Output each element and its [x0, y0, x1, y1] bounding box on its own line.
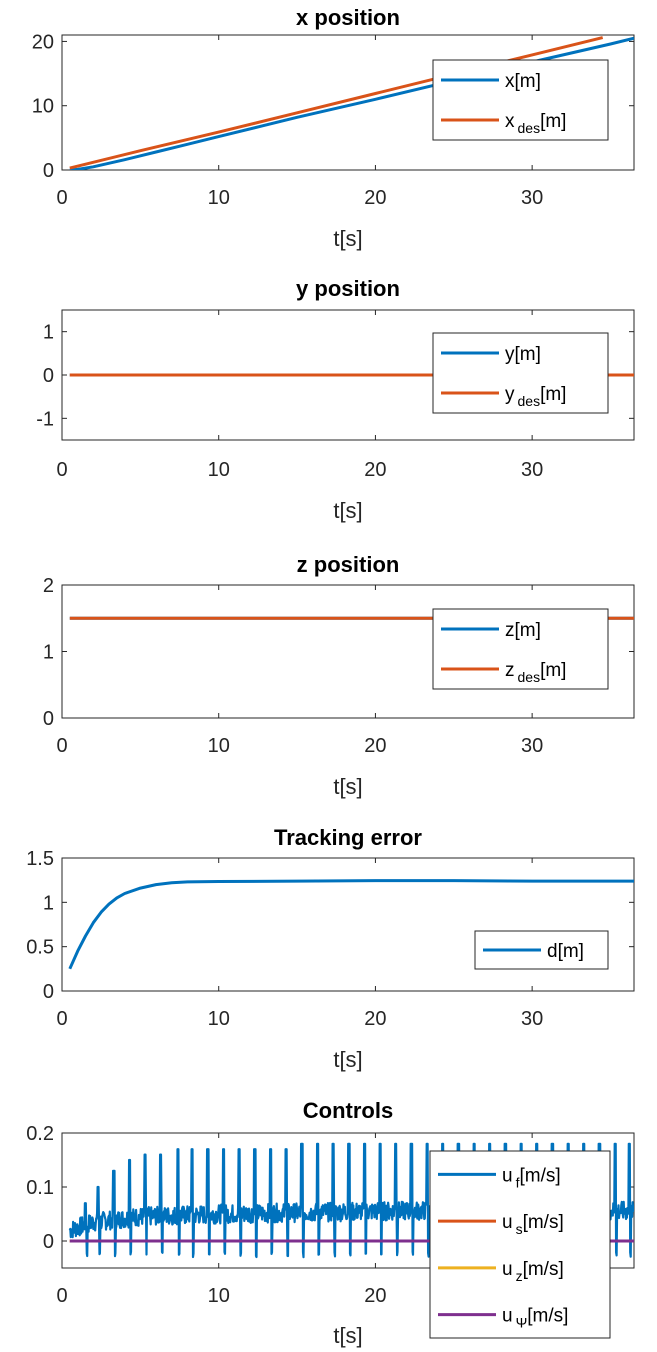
y-tick-label: 20 — [32, 31, 54, 53]
legend-label: z des[m] — [505, 660, 566, 685]
legend-label: d[m] — [547, 941, 584, 962]
x-tick-label: 20 — [364, 187, 386, 209]
legend: z[m] z des[m] — [432, 608, 609, 690]
chart-title: x position — [296, 5, 400, 30]
chart-title: Controls — [303, 1098, 393, 1123]
chart-4: Tracking error 0 10 20 30 0 0.5 1 1.5 t[s] d[m] — [26, 825, 635, 1072]
series-line-2 — [69, 36, 604, 170]
legend-label: u f[m/s] — [502, 1165, 561, 1190]
x-tick-label: 30 — [521, 459, 543, 481]
x-tick-label: 0 — [56, 1285, 67, 1307]
y-tick-label: 1 — [43, 892, 54, 914]
x-tick-label: 20 — [364, 1008, 386, 1030]
x-tick-label: 10 — [208, 459, 230, 481]
y-tick-label: 1 — [43, 642, 54, 664]
y-tick-label: 2 — [43, 575, 54, 597]
legend-label: u Ψ[m/s] — [502, 1306, 568, 1331]
legend-box — [432, 59, 609, 141]
legend-label: u z[m/s] — [502, 1259, 564, 1284]
legend-label: x des[m] — [505, 111, 566, 136]
y-tick-label: 0 — [43, 365, 54, 387]
y-tick-label: 0 — [43, 160, 54, 182]
x-tick-label: 10 — [208, 735, 230, 757]
legend: x[m] x des[m] — [432, 59, 609, 141]
legend-label: u s[m/s] — [502, 1212, 564, 1237]
chart-title: y position — [296, 276, 400, 301]
y-tick-label: 0 — [43, 708, 54, 730]
legend: y[m] y des[m] — [432, 332, 609, 414]
x-tick-label: 30 — [521, 735, 543, 757]
y-tick-label: -1 — [36, 408, 54, 430]
legend-box — [432, 608, 609, 690]
legend-label: x[m] — [505, 71, 541, 92]
x-axis-label: t[s] — [333, 498, 362, 523]
chart-title: Tracking error — [274, 825, 422, 850]
y-tick-label: 1.5 — [26, 848, 54, 870]
x-tick-label: 0 — [56, 735, 67, 757]
legend-label: z[m] — [505, 620, 541, 641]
x-tick-label: 20 — [364, 735, 386, 757]
chart-3: z position 0 10 20 30 0 1 2 t[s] z[m] z des[m] — [43, 552, 635, 799]
x-tick-label: 10 — [208, 1285, 230, 1307]
series-group — [68, 879, 634, 970]
y-tick-label: 0.5 — [26, 937, 54, 959]
x-tick-label: 10 — [208, 1008, 230, 1030]
chart-5: Controls010203000.10.2t[s]uf[m/s]us[m/s]… — [26, 1098, 635, 1348]
legend-box — [432, 332, 609, 414]
y-tick-label: 0.2 — [26, 1123, 54, 1145]
x-axis-label: t[s] — [333, 1047, 362, 1072]
legend-box — [429, 1150, 611, 1339]
y-tick-label: 0 — [43, 981, 54, 1003]
legend-label: y des[m] — [505, 384, 566, 409]
x-tick-label: 30 — [521, 1008, 543, 1030]
chart-title: z position — [297, 552, 400, 577]
y-tick-label: 1 — [43, 322, 54, 344]
x-axis-label: t[s] — [333, 226, 362, 251]
x-tick-label: 0 — [56, 1008, 67, 1030]
legend: d[m] — [474, 930, 609, 970]
x-tick-label: 20 — [364, 1285, 386, 1307]
y-tick-label: 0 — [43, 1231, 54, 1253]
x-tick-label: 0 — [56, 459, 67, 481]
x-tick-label: 30 — [521, 187, 543, 209]
x-tick-label: 10 — [208, 187, 230, 209]
x-tick-label: 0 — [56, 187, 67, 209]
legend: u f[m/s] u s[m/s] u z[m/s] u Ψ[m/s] — [429, 1150, 611, 1339]
series-line-1 — [68, 879, 634, 970]
y-tick-label: 10 — [32, 96, 54, 118]
x-axis-label: t[s] — [333, 1323, 362, 1348]
x-tick-label: 20 — [364, 459, 386, 481]
y-tick-label: 0.1 — [26, 1177, 54, 1199]
chart-2: y position 0 10 20 30 -1 0 1 t[s] y[m] y des[m] — [36, 276, 635, 523]
legend-label: y[m] — [505, 344, 541, 365]
plot-area — [61, 857, 635, 992]
x-axis-label: t[s] — [333, 774, 362, 799]
